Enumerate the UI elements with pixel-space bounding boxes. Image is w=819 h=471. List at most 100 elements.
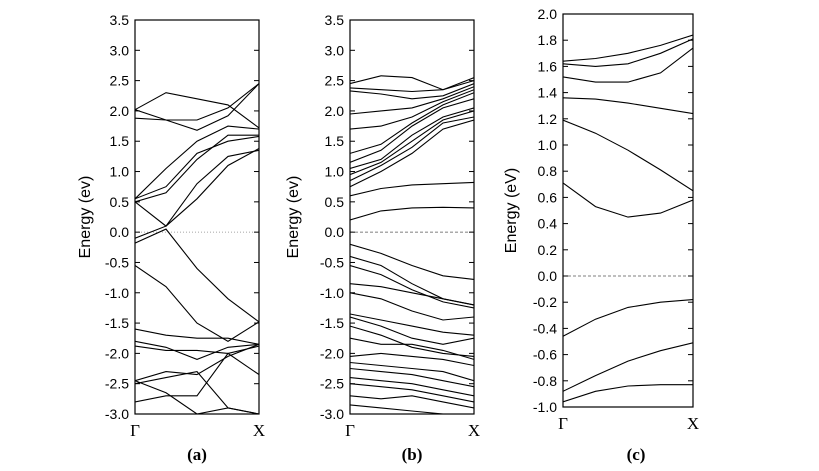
- y-tick-label: 3.0: [110, 42, 130, 58]
- y-tick-label: -1.5: [320, 315, 344, 331]
- band-line: [563, 119, 693, 192]
- band-line: [350, 181, 474, 197]
- band-line: [563, 342, 693, 392]
- band-line: [350, 255, 474, 306]
- plot-frame: [349, 19, 475, 415]
- y-tick-label: 0.2: [538, 242, 558, 258]
- band-line: [350, 86, 474, 115]
- y-tick-label: 1.4: [538, 85, 558, 101]
- band-line: [350, 110, 474, 176]
- band-line: [135, 134, 259, 203]
- y-tick-label: 0.5: [110, 194, 130, 210]
- y-tick-label: 0.6: [538, 189, 558, 205]
- y-tick-label: -0.5: [320, 254, 344, 270]
- y-tick-label: -0.8: [533, 373, 557, 389]
- y-tick-label: -2.5: [320, 376, 344, 392]
- band-line: [135, 352, 259, 403]
- band-line: [350, 116, 474, 182]
- y-tick-label: 3.5: [110, 12, 130, 28]
- band-line: [135, 135, 259, 200]
- y-axis-title: Energy (eV): [503, 168, 520, 253]
- y-tick-label: -0.6: [533, 347, 557, 363]
- band-line: [350, 264, 474, 309]
- band-line: [350, 83, 474, 100]
- y-tick-label: -2.5: [105, 376, 129, 392]
- band-line: [350, 98, 474, 163]
- y-tick-label: 0.4: [538, 216, 558, 232]
- x-tick-label: Γ: [345, 421, 355, 440]
- band-line: [350, 313, 474, 336]
- y-tick-label: -0.2: [533, 294, 557, 310]
- panel-c: 2.0 1.8 1.6 1.4 1.2 1.0 0.8 0.6 0.4 0.2 0.0 -0.2 -0.…: [503, 6, 699, 464]
- band-line: [350, 383, 474, 403]
- band-line: [563, 38, 693, 67]
- y-tick-label: 0.0: [325, 224, 345, 240]
- band-line: [135, 92, 259, 129]
- plot-frame: [562, 13, 694, 408]
- y-axis-title: Energy (ev): [285, 176, 302, 259]
- y-tick-label: 1.0: [325, 164, 345, 180]
- band-line: [135, 340, 259, 360]
- band-line: [563, 97, 693, 115]
- band-line: [350, 352, 474, 367]
- band-line: [350, 367, 474, 388]
- band-line: [135, 265, 259, 342]
- band-line: [350, 119, 474, 188]
- y-tick-label: -2.0: [320, 345, 344, 361]
- band-line: [350, 107, 474, 170]
- y-tick-label: -1.0: [320, 285, 344, 301]
- band-line: [563, 299, 693, 337]
- band-line: [350, 206, 474, 221]
- band-line: [135, 83, 259, 131]
- panel-label: (a): [187, 445, 207, 464]
- band-line: [563, 34, 693, 62]
- band-line: [350, 283, 474, 306]
- y-tick-label: 2.0: [110, 103, 130, 119]
- y-tick-label: 2.5: [325, 73, 345, 89]
- y-tick-label: -1.0: [105, 285, 129, 301]
- x-tick-label: Γ: [130, 421, 140, 440]
- y-tick-label: 0.0: [538, 268, 558, 284]
- panel-label: (c): [627, 445, 646, 464]
- y-tick-label: 1.0: [538, 137, 558, 153]
- band-line: [350, 316, 474, 345]
- y-tick-label: -2.0: [105, 345, 129, 361]
- y-axis-title: Energy (ev): [77, 176, 94, 259]
- y-tick-label: 2.0: [538, 6, 558, 22]
- x-tick-label: X: [468, 421, 480, 440]
- x-tick-label: X: [687, 414, 699, 433]
- y-tick-label: 1.6: [538, 58, 558, 74]
- band-line: [350, 404, 474, 414]
- y-tick-label: 1.8: [538, 32, 558, 48]
- band-line: [135, 228, 259, 323]
- band-line: [350, 89, 474, 130]
- panel-a: 3.5 3.0 2.5 2.0 1.5 1.0 0.5 0.0 -0.5 -1.0 -1.5 -2.0…: [77, 12, 265, 464]
- y-tick-label: 0.5: [325, 194, 345, 210]
- band-line: [135, 343, 259, 382]
- band-line: [563, 47, 693, 83]
- panel-label: (b): [402, 445, 423, 464]
- band-line: [135, 148, 259, 227]
- band-line: [563, 384, 693, 403]
- panel-b: 3.5 3.0 2.5 2.0 1.5 1.0 0.5 0.0 -0.5 -1.0 -1.5 -2.0…: [285, 12, 480, 464]
- y-tick-label: 0.8: [538, 163, 558, 179]
- y-tick-label: 1.0: [110, 164, 130, 180]
- band-line: [350, 80, 474, 93]
- plot-frame: [134, 19, 260, 415]
- y-tick-label: 2.5: [110, 73, 130, 89]
- band-line: [350, 395, 474, 409]
- y-tick-label: -1.0: [533, 399, 557, 415]
- x-tick-label: Γ: [558, 414, 568, 433]
- y-tick-label: 2.0: [325, 103, 345, 119]
- band-line: [135, 345, 259, 354]
- band-line: [350, 75, 474, 91]
- y-tick-label: 1.5: [110, 133, 130, 149]
- band-line: [135, 328, 259, 345]
- y-tick-label: 3.5: [325, 12, 345, 28]
- band-line: [563, 182, 693, 218]
- band-line: [350, 243, 474, 280]
- band-line: [135, 125, 259, 200]
- band-line: [350, 337, 474, 360]
- band-line: [350, 361, 474, 382]
